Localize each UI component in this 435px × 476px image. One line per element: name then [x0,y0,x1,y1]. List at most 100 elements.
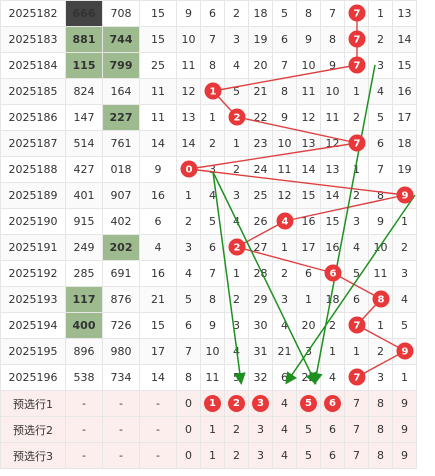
miss-count-cell: 5 [392,312,417,339]
miss-count-cell: 4 [272,312,297,339]
miss-count-cell: 11 [272,156,297,183]
miss-count-cell: 9 [320,52,345,79]
digit-pick-cell[interactable]: 8 [368,416,393,443]
placeholder-cell: - [102,416,140,443]
number-cell: 018 [102,156,140,183]
digit-pick-cell[interactable]: 1 [200,442,225,469]
sum-cell: 16 [139,260,177,287]
miss-count-cell [392,182,417,209]
digit-pick-cell[interactable]: 2 [224,390,249,417]
miss-count-cell: 3 [344,208,369,235]
digit-pick-cell[interactable]: 6 [320,416,345,443]
digit-pick-cell[interactable]: 4 [272,390,297,417]
digit-pick-cell[interactable]: 5 [296,416,321,443]
miss-count-cell [224,234,249,261]
digit-pick-cell[interactable]: 5 [296,442,321,469]
miss-count-cell: 8 [272,78,297,105]
miss-count-cell: 2 [368,26,393,53]
sum-cell: 15 [139,0,177,27]
digit-pick-cell[interactable]: 1 [200,390,225,417]
digit-pick-cell[interactable]: 1 [200,416,225,443]
miss-count-cell: 9 [296,26,321,53]
digit-pick-cell[interactable]: 9 [392,442,417,469]
digit-pick-cell[interactable]: 9 [392,390,417,417]
miss-count-cell: 10 [296,52,321,79]
digit-pick-cell[interactable]: 0 [176,442,201,469]
digit-pick-cell[interactable]: 7 [344,442,369,469]
miss-count-cell: 3 [368,364,393,391]
preselect-row[interactable]: 预选行2- - -0 1 2 3 4 5 6 7 8 9 [0,416,417,443]
table-row: 2025190 915 402 6 2 5 4 26 16 15 3 9 1 [0,208,417,235]
selected-digit-ball[interactable]: 6 [324,395,341,412]
sum-cell: 14 [139,364,177,391]
number-cell: 881 [65,26,103,53]
miss-count-cell: 21 [272,338,297,365]
digit-pick-cell[interactable]: 2 [224,416,249,443]
miss-count-cell: 6 [296,260,321,287]
digit-pick-cell[interactable]: 6 [320,442,345,469]
digit-pick-cell[interactable]: 4 [272,416,297,443]
miss-count-cell: 6 [344,286,369,313]
miss-count-cell: 4 [200,182,225,209]
miss-count-cell: 10 [368,234,393,261]
digit-pick-cell[interactable]: 8 [368,390,393,417]
miss-count-cell: 2 [320,312,345,339]
number-cell: 907 [102,182,140,209]
number-cell: 427 [65,156,103,183]
digit-pick-cell[interactable]: 2 [224,442,249,469]
sum-cell: 15 [139,26,177,53]
digit-pick-cell[interactable]: 9 [392,416,417,443]
miss-count-cell: 3 [176,234,201,261]
selected-digit-ball[interactable]: 1 [204,395,221,412]
miss-count-cell: 22 [296,364,321,391]
miss-count-cell: 3 [392,260,417,287]
number-cell: 708 [102,0,140,27]
miss-count-cell: 11 [368,260,393,287]
digit-pick-cell[interactable]: 7 [344,390,369,417]
table-row: 2025196 538 734 14 8 11 5 32 6 22 4 3 1 [0,364,417,391]
miss-count-cell: 10 [176,26,201,53]
digit-pick-cell[interactable]: 4 [272,442,297,469]
digit-pick-cell[interactable]: 0 [176,416,201,443]
miss-count-cell: 2 [344,182,369,209]
miss-count-cell: 5 [272,0,297,27]
selected-digit-ball[interactable]: 2 [228,395,245,412]
miss-count-cell: 15 [392,52,417,79]
preselect-row[interactable]: 预选行1- - -0 1 2 3 4 5 6 7 8 9 [0,390,417,417]
digit-pick-cell[interactable]: 0 [176,390,201,417]
miss-count-cell: 3 [368,52,393,79]
miss-count-cell: 6 [176,312,201,339]
digit-pick-cell[interactable]: 5 [296,390,321,417]
miss-count-cell: 2 [224,156,249,183]
miss-count-cell [344,312,369,339]
table-row: 2025187 514 761 14 14 2 1 23 10 13 12 6 18 [0,130,417,157]
miss-count-cell: 29 [248,286,273,313]
miss-count-cell: 1 [224,260,249,287]
sum-cell: 9 [139,156,177,183]
digit-pick-cell[interactable]: 3 [248,390,273,417]
miss-count-cell: 20 [296,312,321,339]
miss-count-cell: 16 [296,208,321,235]
preselect-label: 预选行3 [0,442,66,469]
miss-count-cell: 1 [344,338,369,365]
digit-pick-cell[interactable]: 7 [344,416,369,443]
number-cell: 980 [102,338,140,365]
digit-pick-cell[interactable]: 3 [248,442,273,469]
miss-count-cell [344,26,369,53]
digit-pick-cell[interactable]: 3 [248,416,273,443]
selected-digit-ball[interactable]: 3 [252,395,269,412]
digit-pick-cell[interactable]: 8 [368,442,393,469]
miss-count-cell: 18 [248,0,273,27]
miss-count-cell: 7 [320,0,345,27]
digit-pick-cell[interactable]: 6 [320,390,345,417]
miss-count-cell: 21 [248,78,273,105]
miss-count-cell: 3 [224,312,249,339]
table-row: 2025186 147 227 11 13 1 22 9 12 11 2 5 17 [0,104,417,131]
miss-count-cell: 1 [176,182,201,209]
period-cell: 2025182 [0,0,66,27]
preselect-row[interactable]: 预选行3- - -0 1 2 3 4 5 6 7 8 9 [0,442,417,469]
selected-digit-ball[interactable]: 5 [300,395,317,412]
miss-count-cell: 8 [296,0,321,27]
period-cell: 2025192 [0,260,66,287]
miss-count-cell: 4 [224,338,249,365]
